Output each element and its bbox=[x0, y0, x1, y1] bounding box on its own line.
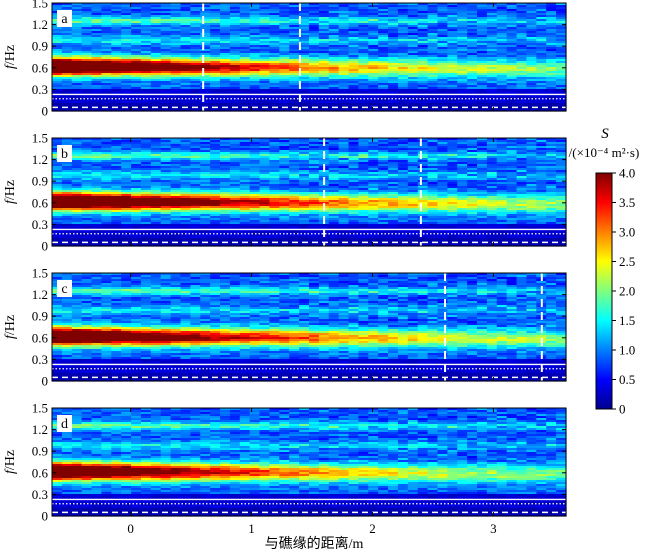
heatmap-a bbox=[52, 3, 567, 112]
y-tick-label: 1.2 bbox=[32, 17, 48, 32]
y-tick-label: 0.6 bbox=[32, 60, 49, 75]
y-tick-label: 1.5 bbox=[32, 0, 48, 11]
panel-label: a bbox=[61, 12, 68, 27]
heatmap-b bbox=[52, 138, 567, 247]
panel-b: b00.30.60.91.21.5f/Hz bbox=[3, 131, 567, 254]
y-tick-label: 0.3 bbox=[32, 82, 48, 97]
y-axis-label: f/Hz bbox=[3, 45, 18, 69]
y-tick-label: 0 bbox=[42, 104, 49, 119]
panels-group: a 0 0.3 0.6 0.9 1.2 1.5 f/Hz b00.30.60.91.21.5f/… bbox=[3, 0, 567, 536]
panel-a: a 0 0.3 0.6 0.9 1.2 1.5 f/Hz bbox=[3, 0, 567, 119]
y-tick-label: 0.9 bbox=[32, 39, 48, 54]
